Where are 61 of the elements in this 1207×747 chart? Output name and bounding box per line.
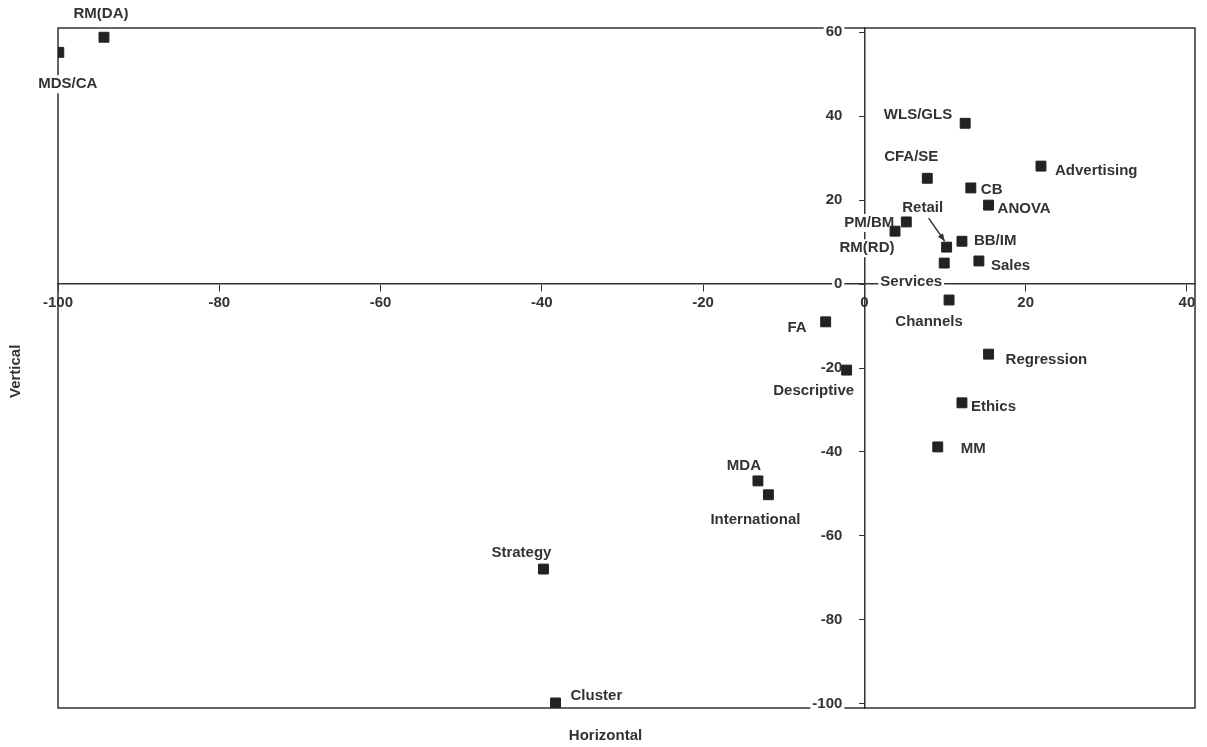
y-tick-label: -20 [820, 358, 843, 376]
point [921, 172, 933, 184]
y-axis-title: Vertical [6, 344, 23, 398]
x-tick-label: -20 [692, 293, 714, 311]
annotation: PM/BM [844, 213, 895, 231]
point [762, 489, 774, 501]
annotation: Retail [902, 198, 944, 216]
annotation: Advertising [1054, 161, 1138, 179]
point [959, 117, 971, 129]
y-tick-label: 40 [825, 106, 843, 124]
annotation: ANOVA [997, 199, 1051, 217]
point [956, 235, 968, 247]
annotation: BB/IM [973, 231, 1017, 249]
y-tick-label: 0 [834, 274, 843, 292]
point [983, 348, 995, 360]
y-tick-label: 20 [825, 190, 843, 208]
annotation: WLS/GLS [883, 105, 953, 123]
y-tick-label: -80 [820, 609, 843, 627]
annotation: Ethics [970, 396, 1016, 414]
annotation: Sales [990, 256, 1031, 274]
annotation: CB [980, 180, 1003, 198]
y-tick-label: -40 [820, 442, 843, 460]
annotation: Channels [895, 312, 963, 330]
x-axis-title: Horizontal [567, 726, 644, 743]
point [941, 241, 953, 253]
annotation: Descriptive [773, 381, 855, 399]
x-tick-label: -40 [530, 293, 553, 311]
point [965, 182, 977, 194]
annotation: Regression [1005, 350, 1088, 368]
point [938, 257, 950, 269]
x-tick-label: -80 [208, 293, 231, 311]
point [889, 225, 901, 237]
x-tick-label: -60 [369, 293, 392, 311]
annotation: RM(DA) [73, 4, 129, 22]
point [820, 316, 832, 328]
point [550, 697, 561, 708]
y-tick-label: -100 [812, 693, 843, 711]
annotation: Strategy [491, 543, 553, 561]
point [537, 563, 549, 575]
point [841, 364, 853, 376]
point [956, 397, 968, 409]
annotation: MM [960, 439, 986, 457]
point [973, 255, 985, 267]
point [943, 294, 955, 306]
y-tick-label: -60 [820, 526, 843, 544]
y-tick-label: 60 [825, 22, 843, 40]
annotation: CFA/SE [884, 147, 939, 165]
annotation: RM(RD) [839, 238, 895, 256]
annotation: Cluster [570, 686, 623, 704]
point [900, 216, 912, 228]
x-tick-label: 20 [1017, 293, 1034, 311]
point [752, 475, 764, 487]
annotation: FA [787, 317, 807, 335]
point [932, 441, 944, 453]
point [1035, 160, 1047, 172]
annotation: MDS/CA [38, 74, 98, 92]
annotation: International [710, 509, 801, 527]
annotation: Services [880, 272, 943, 290]
point [983, 199, 995, 211]
point [98, 31, 110, 43]
annotation: MDA [726, 456, 762, 474]
